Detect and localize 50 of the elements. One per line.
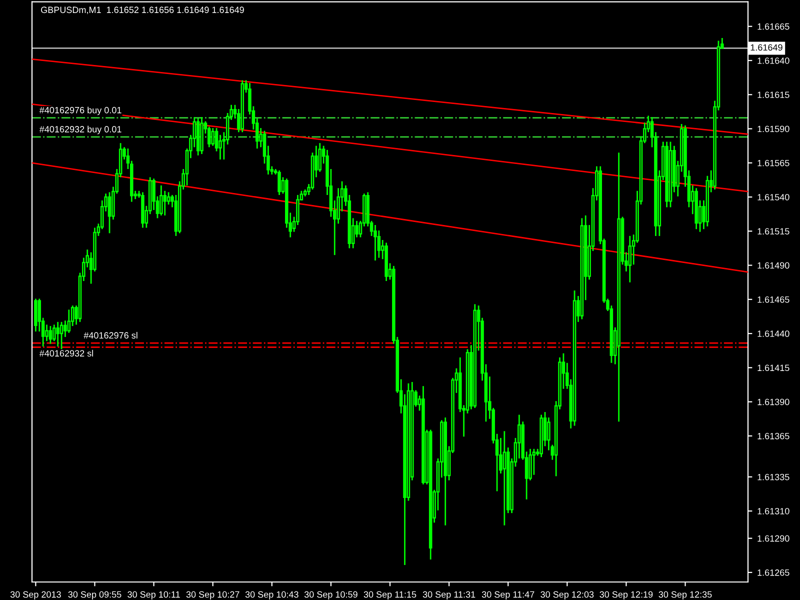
chart-title: GBPUSDm,M1 1.61652 1.61656 1.61649 1.61649	[41, 6, 244, 14]
x-tick-label: 30 Sep 11:15	[364, 591, 416, 600]
x-tick-label: 30 Sep 09:55	[68, 591, 122, 600]
y-tick-label: 1.61265	[758, 569, 790, 576]
candlestick	[502, 431, 506, 526]
y-tick-label: 1.61665	[758, 23, 790, 30]
ref-line-label: #40162976 buy 0.01	[39, 106, 122, 116]
candlestick	[218, 134, 222, 160]
candlestick	[163, 190, 167, 216]
candlestick	[374, 224, 377, 261]
candlestick	[45, 324, 48, 342]
x-tick-label: 30 Sep 12:03	[540, 591, 594, 600]
ref-line-label: #40162932 buy 0.01	[39, 126, 122, 134]
candlestick	[211, 128, 214, 146]
candlestick	[64, 320, 67, 337]
y-tick-label: 1.61310	[758, 508, 790, 514]
ref-line-label: 1.61649	[750, 44, 782, 51]
ref-line-label: #40162976 sl	[84, 332, 138, 339]
y-tick-label: 1.61540	[758, 194, 790, 200]
y-tick-label: 1.61440	[758, 330, 790, 337]
y-tick-label: 1.61365	[758, 432, 790, 440]
y-tick-label: 1.61590	[758, 126, 790, 132]
y-tick-label: 1.61290	[758, 535, 790, 542]
y-tick-label: 1.61415	[758, 364, 790, 372]
x-tick-label: 30 Sep 10:11	[128, 591, 180, 600]
y-tick-label: 1.61390	[758, 398, 790, 406]
candlestick	[278, 170, 281, 195]
candlestick	[628, 236, 632, 282]
candlestick	[166, 192, 170, 205]
y-tick-label: 1.61465	[758, 296, 790, 303]
x-tick-label: 30 Sep 12:19	[600, 591, 653, 600]
y-tick-label: 1.61615	[758, 92, 790, 98]
candlestick	[67, 310, 71, 333]
x-tick-label: 30 Sep 2013	[10, 591, 61, 600]
candlestick	[56, 322, 60, 347]
x-tick-label: 30 Sep 11:31	[422, 591, 476, 600]
y-tick-label: 1.61565	[758, 160, 790, 166]
y-tick-label: 1.61490	[758, 262, 790, 269]
candlestick	[160, 185, 163, 216]
candlestick	[108, 192, 112, 234]
y-tick-label: 1.61640	[758, 57, 790, 64]
x-tick-label: 30 Sep 10:43	[245, 591, 298, 600]
x-tick-label: 30 Sep 11:47	[482, 591, 534, 600]
x-tick-label: 30 Sep 10:27	[186, 591, 240, 600]
ref-line-label: #40162932 sl	[39, 350, 93, 357]
y-tick-label: 1.61335	[758, 474, 790, 480]
x-tick-label: 30 Sep 12:35	[658, 591, 712, 600]
x-tick-label: 30 Sep 10:59	[304, 591, 358, 600]
candlestick	[48, 326, 52, 344]
y-tick-label: 1.61515	[758, 228, 790, 235]
